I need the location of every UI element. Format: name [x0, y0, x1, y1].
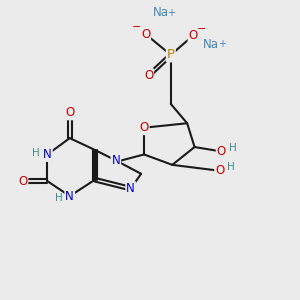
Text: H: H	[55, 193, 62, 202]
Text: −: −	[197, 24, 207, 34]
Text: O: O	[18, 175, 27, 188]
Text: O: O	[188, 29, 198, 42]
Text: O: O	[140, 121, 149, 134]
Text: H: H	[227, 162, 235, 172]
Text: N: N	[126, 182, 135, 195]
Text: O: O	[141, 28, 150, 40]
Text: O: O	[215, 164, 224, 177]
Text: +: +	[218, 40, 226, 50]
Text: N: N	[111, 154, 120, 167]
Text: Na: Na	[152, 6, 168, 19]
Text: O: O	[217, 145, 226, 158]
Text: H: H	[32, 148, 40, 158]
Text: Na: Na	[203, 38, 219, 51]
Text: O: O	[65, 106, 74, 119]
Text: P: P	[167, 48, 175, 62]
Text: N: N	[43, 148, 52, 161]
Text: +: +	[167, 8, 175, 18]
Text: N: N	[65, 190, 74, 202]
Text: −: −	[132, 22, 141, 32]
Text: O: O	[144, 69, 153, 82]
Text: H: H	[229, 143, 236, 153]
